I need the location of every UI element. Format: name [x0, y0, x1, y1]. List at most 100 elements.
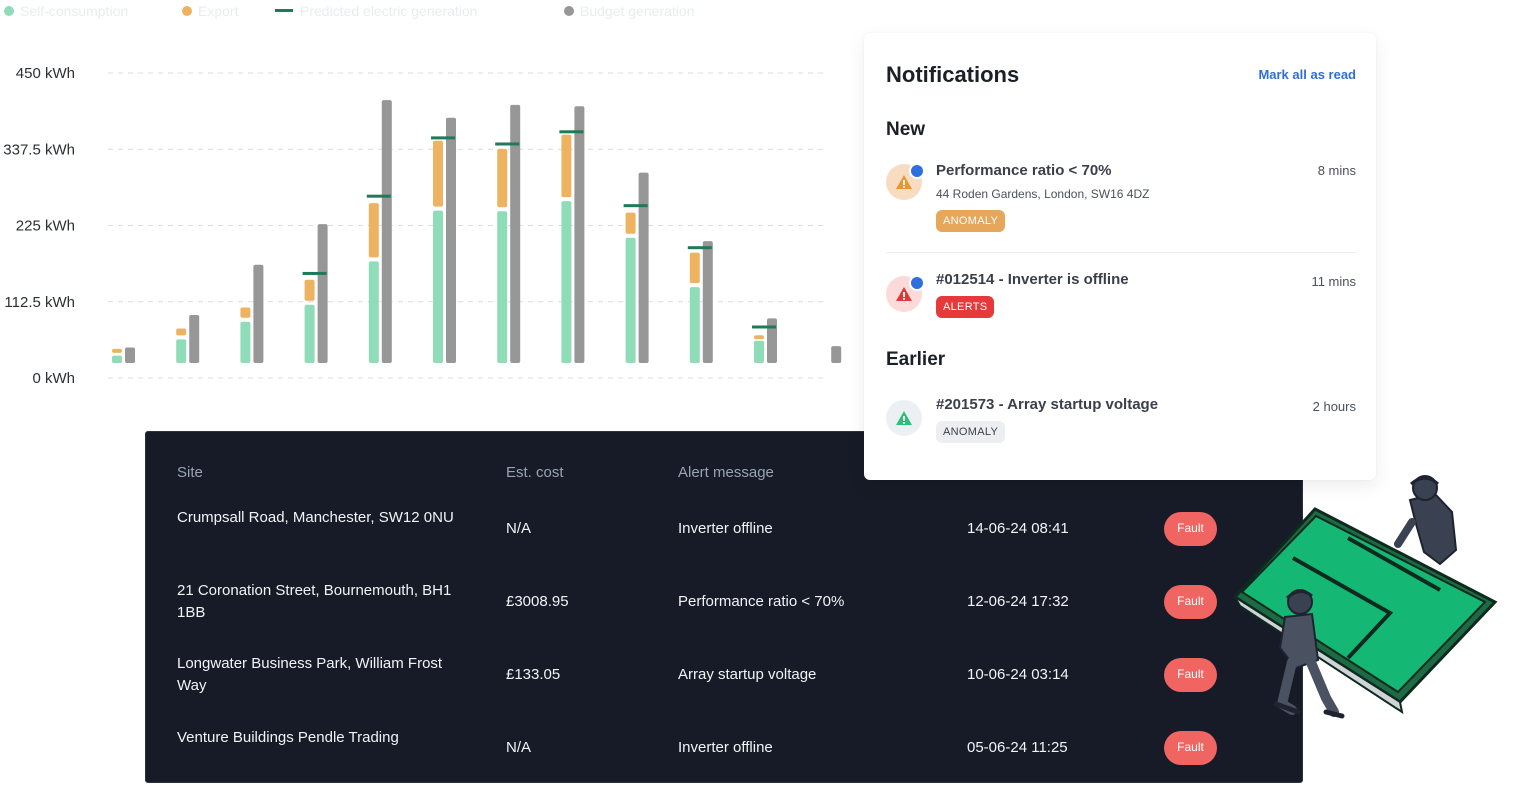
predicted-marker: [687, 246, 712, 250]
legend-swatch-self-consumption: [4, 6, 14, 16]
energy-chart: Self-consumption Export Predicted electr…: [0, 0, 860, 410]
unread-dot: [909, 275, 925, 291]
self-consumption-bar: [368, 261, 379, 363]
y-tick-label: 225 kWh: [16, 218, 75, 235]
unread-dot: [909, 163, 925, 179]
mark-all-read-link[interactable]: Mark all as read: [1258, 67, 1356, 82]
alerts-tag: ALERTS: [936, 296, 995, 318]
cost-cell: £133.05: [506, 666, 561, 683]
message-cell: Performance ratio < 70%: [678, 593, 845, 610]
predicted-marker: [559, 130, 584, 134]
export-bar: [689, 252, 700, 284]
export-bar: [625, 212, 636, 234]
legend-swatch-budget: [564, 6, 574, 16]
self-consumption-bar: [433, 210, 443, 363]
alerts-table: Site Est. cost Alert message Crumpsall R…: [145, 431, 1303, 783]
notification-time: 2 hours: [1312, 399, 1356, 414]
table-row[interactable]: Crumpsall Road, Manchester, SW12 0NU N/A…: [146, 505, 1302, 578]
table-row[interactable]: 21 Coronation Street, Bournemouth, BH1 1…: [146, 578, 1302, 651]
budget-bar: [767, 318, 777, 363]
worker-back-figure: [1394, 475, 1458, 566]
legend-label-self-consumption: Self-consumption: [20, 3, 128, 19]
budget-bar: [125, 347, 135, 363]
notification-item[interactable]: #012514 - Inverter is offline 11 mins AL…: [886, 268, 1356, 328]
export-bar: [368, 203, 379, 258]
warning-icon: [886, 400, 922, 436]
notification-item[interactable]: #201573 - Array startup voltage 2 hours …: [886, 394, 1356, 454]
notification-title: Performance ratio < 70%: [936, 162, 1112, 179]
site-cell: Crumpsall Road, Manchester, SW12 0NU: [177, 509, 454, 526]
column-header-cost: Est. cost: [506, 464, 564, 481]
section-heading-new: New: [886, 119, 926, 140]
message-cell: Inverter offline: [678, 520, 773, 537]
self-consumption-bar: [561, 201, 572, 363]
export-bar: [754, 335, 764, 340]
predicted-marker: [752, 325, 776, 329]
notifications-title: Notifications: [886, 62, 1020, 87]
anomaly-tag: ANOMALY: [936, 421, 1006, 443]
site-cell: 21 Coronation Street, Bournemouth, BH1 1…: [177, 582, 452, 621]
chart-bars: [112, 100, 842, 363]
y-tick-label: 450 kWh: [16, 65, 75, 82]
notification-time: 8 mins: [1317, 163, 1356, 178]
export-bar: [497, 148, 508, 208]
worker-front-figure: [1273, 589, 1345, 719]
self-consumption-bar: [754, 340, 764, 363]
date-cell: 12-06-24 17:32: [967, 593, 1069, 610]
budget-bar: [189, 314, 200, 363]
message-cell: Array startup voltage: [678, 666, 817, 683]
predicted-marker: [302, 271, 327, 275]
self-consumption-bar: [112, 355, 122, 363]
self-consumption-bar: [497, 211, 508, 363]
budget-bar: [446, 117, 456, 363]
y-axis-ticks: 450 kWh 337.5 kWh 225 kWh 112.5 kWh 0 kWh: [3, 65, 75, 387]
notifications-panel: Notifications Mark all as read New Perfo…: [864, 33, 1376, 480]
notification-item[interactable]: Performance ratio < 70% 8 mins 44 Roden …: [886, 158, 1356, 238]
workers-solar-panel-illustration: [1232, 475, 1498, 719]
status-badge[interactable]: Fault: [1164, 731, 1217, 765]
self-consumption-bar: [625, 237, 636, 363]
cost-cell: N/A: [506, 520, 532, 537]
notification-address: 44 Roden Gardens, London, SW16 4DZ: [936, 187, 1150, 201]
budget-bar: [574, 106, 585, 363]
notification-title: #012514 - Inverter is offline: [936, 271, 1129, 288]
chart-grid: [108, 72, 826, 379]
notification-title: #201573 - Array startup voltage: [936, 396, 1159, 413]
table-row[interactable]: Venture Buildings Pendle Trading N/A Inv…: [146, 724, 1302, 797]
date-cell: 10-06-24 03:14: [967, 666, 1069, 683]
export-bar: [112, 348, 122, 353]
date-cell: 14-06-24 08:41: [967, 520, 1069, 537]
column-header-site: Site: [177, 464, 203, 481]
legend-label-budget: Budget generation: [580, 3, 694, 19]
predicted-marker: [495, 142, 520, 146]
export-bar: [304, 279, 315, 301]
export-bar: [433, 140, 443, 207]
budget-bar: [702, 241, 713, 363]
date-cell: 05-06-24 11:25: [967, 739, 1068, 756]
budget-bar: [638, 172, 649, 363]
anomaly-tag: ANOMALY: [936, 210, 1006, 232]
cost-cell: N/A: [506, 739, 532, 756]
y-tick-label: 337.5 kWh: [3, 141, 75, 158]
budget-bar: [381, 100, 392, 363]
chart-legend: Self-consumption Export Predicted electr…: [4, 3, 694, 19]
y-tick-label: 112.5 kWh: [4, 294, 75, 311]
solar-panel: [1232, 507, 1498, 715]
status-badge[interactable]: Fault: [1164, 512, 1217, 546]
self-consumption-bar: [176, 339, 187, 363]
table-row[interactable]: Longwater Business Park, William Frost W…: [146, 651, 1302, 724]
budget-bar: [317, 224, 328, 363]
status-badge[interactable]: Fault: [1164, 585, 1217, 619]
budget-bar: [253, 264, 264, 363]
notification-time: 11 mins: [1311, 274, 1356, 289]
budget-bar: [510, 104, 521, 363]
export-bar: [240, 307, 251, 318]
status-badge[interactable]: Fault: [1164, 658, 1217, 692]
section-heading-earlier: Earlier: [886, 349, 946, 370]
y-tick-label: 0 kWh: [32, 370, 75, 387]
legend-label-predicted: Predicted electric generation: [300, 3, 477, 19]
legend-swatch-export: [182, 6, 192, 16]
legend-swatch-predicted: [275, 9, 293, 12]
self-consumption-bar: [689, 287, 700, 363]
divider: [886, 252, 1356, 253]
